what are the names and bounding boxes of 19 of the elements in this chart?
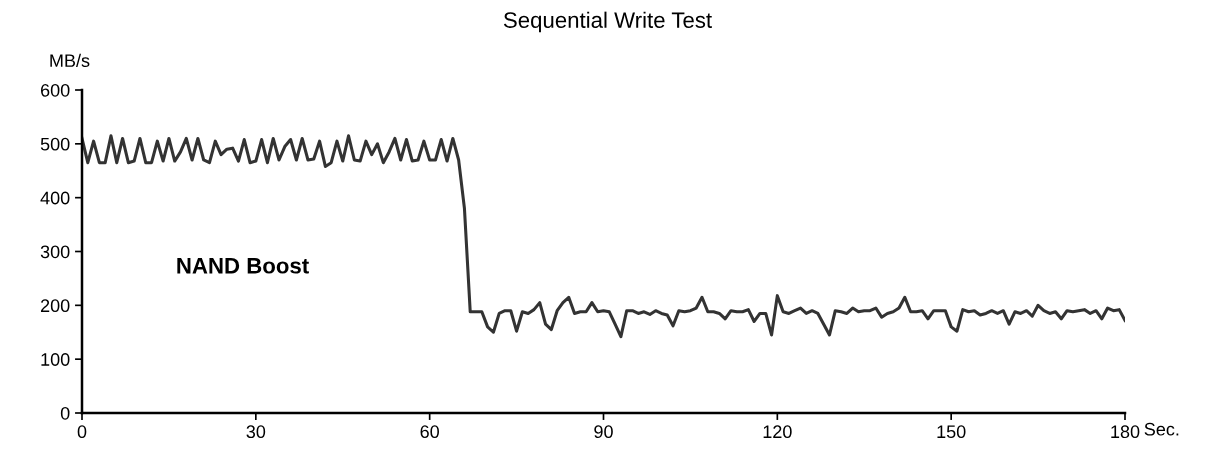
line-series xyxy=(82,134,1125,339)
x-tick-label: 150 xyxy=(937,425,966,439)
y-axis-title: MB/s xyxy=(50,53,90,68)
y-tick-label: 200 xyxy=(40,299,70,313)
y-tick-label: 500 xyxy=(40,137,70,151)
y-tick-label: 400 xyxy=(40,191,70,205)
chart-title: Sequential Write Test xyxy=(503,11,712,33)
x-tick-label: 90 xyxy=(594,425,613,439)
y-tick-label: 300 xyxy=(40,245,70,259)
annotation: NAND Boost xyxy=(177,258,309,274)
x-tick-label: 120 xyxy=(763,425,792,439)
x-tick-label: 180 xyxy=(1111,425,1140,439)
x-axis-title: Sec. xyxy=(1144,422,1179,436)
x-tick-label: 30 xyxy=(246,425,266,439)
y-tick-label: 0 xyxy=(60,406,70,420)
y-tick-label: 600 xyxy=(40,83,70,97)
x-tick-label: 60 xyxy=(420,425,439,439)
y-tick-label: 100 xyxy=(41,353,70,366)
x-tick-label: 0 xyxy=(77,425,87,439)
